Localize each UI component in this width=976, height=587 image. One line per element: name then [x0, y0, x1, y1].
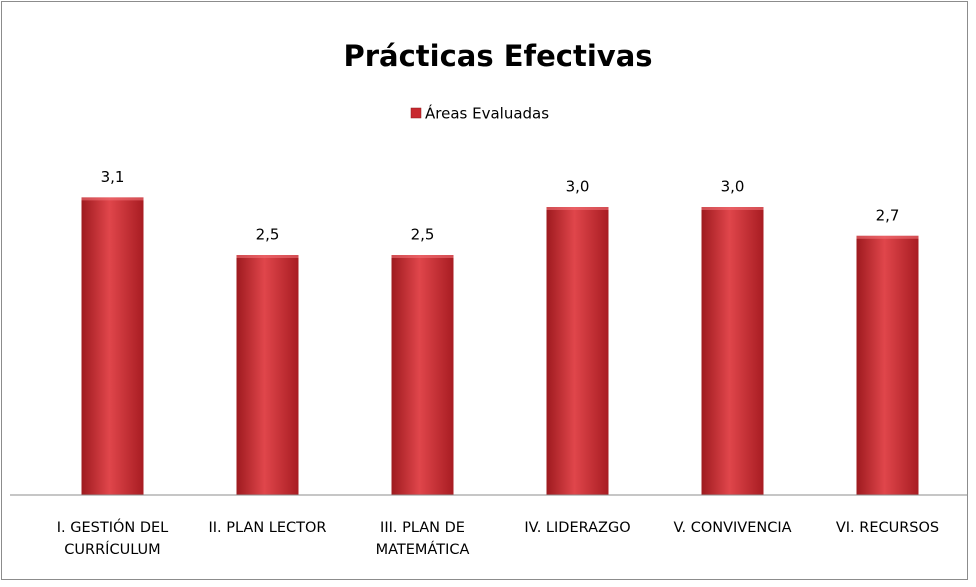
bar [236, 255, 299, 495]
value-label: 3,0 [566, 178, 590, 196]
bar-top [391, 255, 454, 258]
bar-top [236, 255, 299, 258]
value-label: 2,7 [876, 206, 900, 224]
bar [391, 255, 454, 495]
value-label: 2,5 [411, 226, 435, 244]
value-label: 3,0 [721, 178, 745, 196]
bar [546, 207, 609, 495]
value-label: 2,5 [256, 226, 280, 244]
bar-top [701, 207, 764, 210]
bar-top [81, 197, 144, 201]
bar [856, 235, 919, 496]
x-tick-label: IV. LIDERAZGO [524, 520, 631, 536]
bar [701, 207, 764, 495]
bar-top [546, 207, 609, 210]
x-tick-label: I. GESTIÓN DEL CURRÍCULUM [56, 520, 169, 558]
legend-label: Áreas Evaluadas [425, 104, 549, 123]
x-tick-label: VI. RECURSOS [835, 520, 940, 536]
bar [81, 197, 144, 495]
x-tick-label: III. PLAN DE MATEMÁTICA [375, 520, 470, 558]
chart-title: Prácticas Efectivas [343, 39, 652, 73]
bar-top [856, 235, 919, 239]
chart-border [1, 1, 968, 580]
x-tick-label: V. CONVIVENCIA [673, 520, 792, 536]
value-label: 3,1 [101, 168, 125, 186]
legend-swatch [410, 107, 422, 119]
x-tick-label: II. PLAN LECTOR [208, 520, 327, 536]
